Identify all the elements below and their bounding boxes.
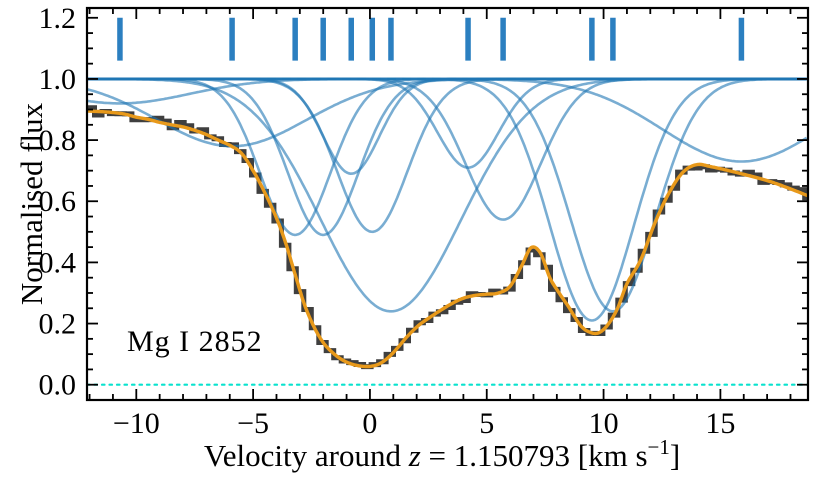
y-tick-label: 0.8 (39, 124, 77, 157)
x-axis-label-prefix: Velocity around (204, 438, 409, 473)
species-annotation: Mg I 2852 (127, 325, 263, 358)
x-tick-label: 5 (479, 407, 494, 440)
x-axis-label: Velocity around z = 1.150793 [km s−1] (204, 435, 680, 473)
component-profile-7 (87, 77, 807, 313)
component-profile-11 (87, 77, 807, 313)
x-tick-label: −10 (113, 407, 160, 440)
x-tick-label: 10 (589, 407, 619, 440)
x-axis-label-suffix: ] (670, 438, 680, 473)
axes-box (85, 6, 810, 402)
y-axis-label: Normalised flux (14, 102, 49, 305)
y-tick-label: 0.6 (39, 185, 77, 218)
x-axis-label-variable: z (408, 438, 421, 473)
y-tick-label: 1.0 (39, 63, 77, 96)
component-profile-10 (87, 77, 807, 322)
y-tick-label: 1.2 (39, 2, 77, 35)
x-tick-label: −5 (237, 407, 269, 440)
x-axis-label-superscript: −1 (648, 435, 670, 459)
x-axis-label-value: = 1.150793 [km s (421, 438, 648, 473)
component-profile-6 (87, 77, 807, 234)
x-tick-label: 15 (705, 407, 735, 440)
y-tick-label: 0.0 (39, 369, 77, 402)
component-profile-4 (87, 77, 807, 237)
curves-layer (87, 17, 808, 386)
component-profile-12 (87, 77, 808, 163)
y-tick-label: 0.4 (39, 246, 77, 279)
x-tick-label: 0 (362, 407, 377, 440)
component-profile-3 (87, 77, 807, 237)
y-tick-label: 0.2 (39, 308, 77, 341)
plot-area: −10 −5 0 5 10 15 0.0 0.2 0.4 0.6 0.8 1.0 1.2 (39, 2, 810, 440)
fit-curve (87, 109, 808, 369)
